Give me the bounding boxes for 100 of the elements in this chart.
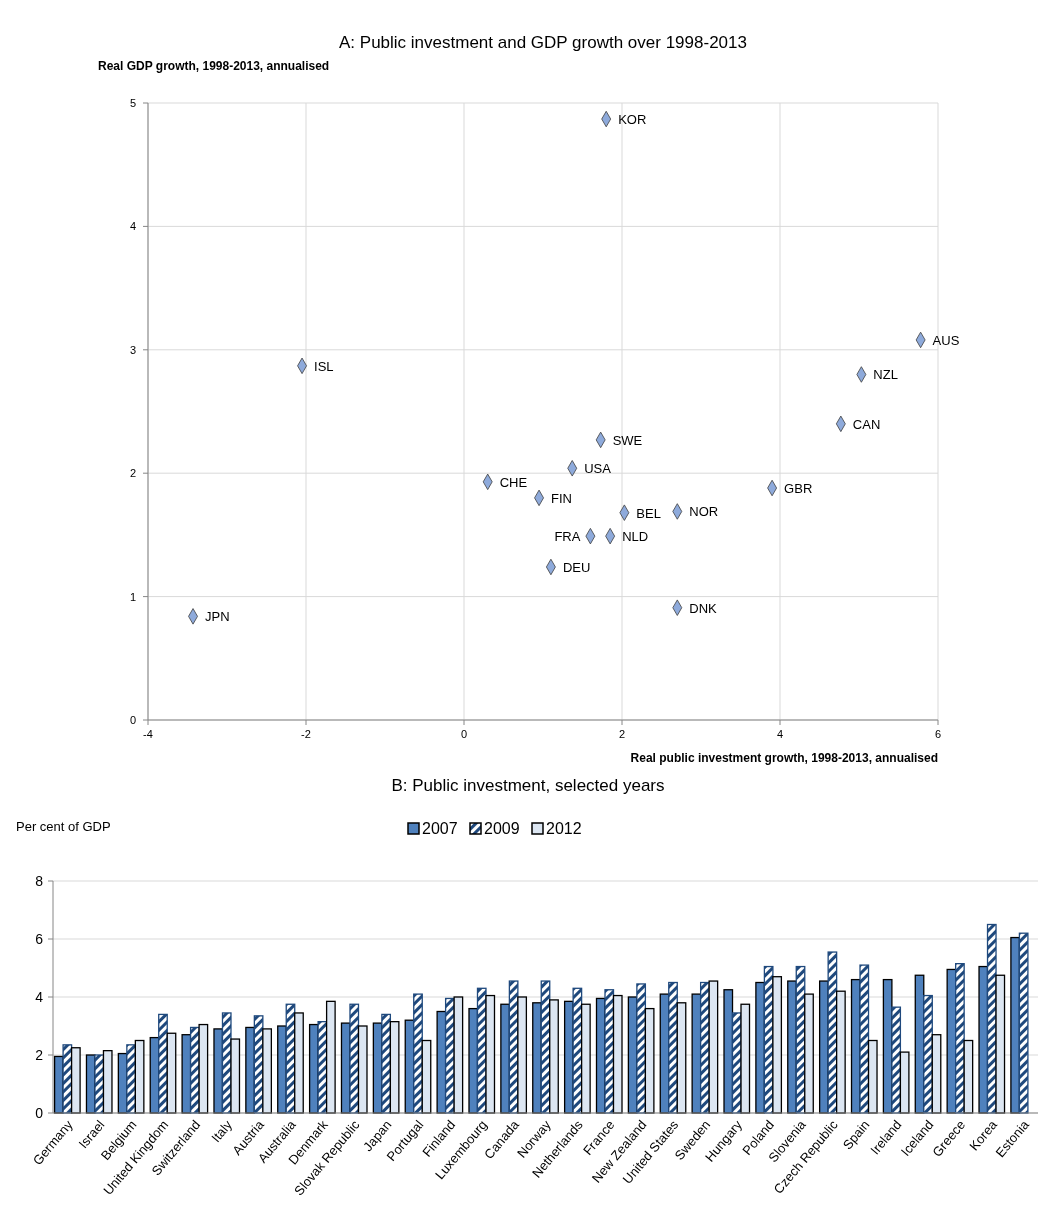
- y-tick-label: 3: [129, 343, 136, 356]
- annotation: USA: [584, 461, 612, 477]
- bar: [421, 1039, 432, 1114]
- bar: [517, 996, 528, 1114]
- bar: [294, 1012, 304, 1114]
- annotation: NLD: [622, 529, 649, 545]
- bar: [580, 1003, 591, 1114]
- bar: [485, 994, 496, 1114]
- bar: [955, 963, 965, 1114]
- bar: [181, 1034, 192, 1114]
- annotation: NOR: [689, 504, 719, 520]
- bar: [134, 1039, 145, 1114]
- bar: [453, 996, 464, 1114]
- bar: [755, 981, 766, 1114]
- annotation: FIN: [551, 490, 572, 506]
- bar: [644, 1007, 655, 1114]
- annotation: NZL: [873, 367, 898, 383]
- y-tick-label: 2: [129, 467, 136, 480]
- y-tick-label: 2: [35, 1047, 44, 1063]
- bar: [126, 1044, 136, 1114]
- y-axis-title: Real GDP growth, 1998-2013, annualised: [98, 59, 330, 73]
- bar: [963, 1039, 974, 1114]
- y-tick-label: 1: [129, 590, 136, 603]
- x-tick-label: 4: [776, 728, 784, 740]
- bar: [636, 983, 647, 1114]
- bar: [859, 964, 870, 1114]
- bar: [166, 1032, 177, 1114]
- bar: [978, 965, 989, 1114]
- bar: [923, 994, 933, 1114]
- x-tick-label: -4: [143, 728, 153, 740]
- bar: [835, 990, 846, 1114]
- y-tick-label: 4: [35, 989, 44, 1005]
- bar: [381, 1013, 392, 1114]
- bar: [436, 1010, 447, 1114]
- annotation: KOR: [618, 112, 647, 128]
- bar: [691, 993, 702, 1114]
- bar: [604, 989, 615, 1114]
- bar: [995, 974, 1006, 1114]
- annotation: CHE: [499, 474, 528, 490]
- y-tick-label: 0: [129, 714, 136, 726]
- legend-label: 2007: [422, 820, 458, 837]
- y-tick-label: 4: [129, 220, 136, 233]
- bar: [1018, 932, 1029, 1114]
- bar: [62, 1044, 73, 1114]
- x-tick-label: -2: [301, 728, 311, 740]
- bar: [532, 1002, 542, 1114]
- bar: [262, 1028, 273, 1114]
- bar: [70, 1047, 81, 1114]
- annotation: JPN: [205, 609, 230, 625]
- annotation: DEU: [562, 559, 591, 575]
- annotation: DNK: [689, 600, 718, 616]
- x-tick-label: 2: [618, 728, 626, 740]
- annotation: ISL: [314, 358, 334, 374]
- annotation: FRA: [554, 529, 581, 545]
- bar: [213, 1028, 224, 1114]
- legend-label: 2012: [546, 820, 582, 837]
- bar: [891, 1006, 902, 1114]
- x-tick-label: Italy: [208, 1116, 236, 1146]
- chart-title: A: Public investment and GDP growth over 1998-2013: [339, 33, 747, 52]
- annotation: SWE: [612, 432, 643, 448]
- bar: [158, 1013, 168, 1114]
- legend-label: 2009: [484, 820, 520, 837]
- bar: [245, 1026, 256, 1114]
- bar: [500, 1003, 511, 1114]
- bar: [740, 1003, 751, 1114]
- bar: [827, 951, 838, 1114]
- bar: [549, 999, 559, 1114]
- chart-title: B: Public investment, selected years: [391, 776, 665, 795]
- bar: [668, 981, 678, 1114]
- annotation: BEL: [636, 505, 661, 521]
- bar: [94, 1054, 105, 1114]
- y-tick-label: 8: [35, 873, 44, 889]
- y-axis-title: Per cent of GDP: [16, 819, 111, 834]
- bar: [349, 1003, 360, 1114]
- bar: [413, 993, 423, 1114]
- bar: [277, 1025, 287, 1114]
- annotation: AUS: [932, 332, 960, 348]
- bar: [676, 1002, 687, 1114]
- bar: [317, 1021, 328, 1114]
- bar: [708, 980, 719, 1114]
- y-tick-label: 0: [35, 1105, 44, 1121]
- bar: [325, 1000, 336, 1114]
- x-tick-label: 0: [460, 728, 468, 740]
- bar: [389, 1021, 400, 1114]
- annotation: GBR: [784, 481, 813, 497]
- bar: [357, 1025, 368, 1114]
- bar: [804, 993, 814, 1114]
- x-axis-title: Real public investment growth, 1998-2013, annualised: [630, 751, 938, 765]
- x-tick-label: 6: [934, 728, 942, 740]
- bar: [102, 1050, 113, 1114]
- bar: [230, 1038, 241, 1114]
- bar: [468, 1007, 479, 1114]
- bar: [198, 1023, 209, 1114]
- annotation: CAN: [852, 416, 881, 432]
- bar: [867, 1039, 878, 1114]
- bar: [899, 1051, 910, 1114]
- bar: [931, 1034, 942, 1114]
- bar: [772, 976, 783, 1114]
- bar: [787, 980, 797, 1114]
- bar: [723, 989, 734, 1114]
